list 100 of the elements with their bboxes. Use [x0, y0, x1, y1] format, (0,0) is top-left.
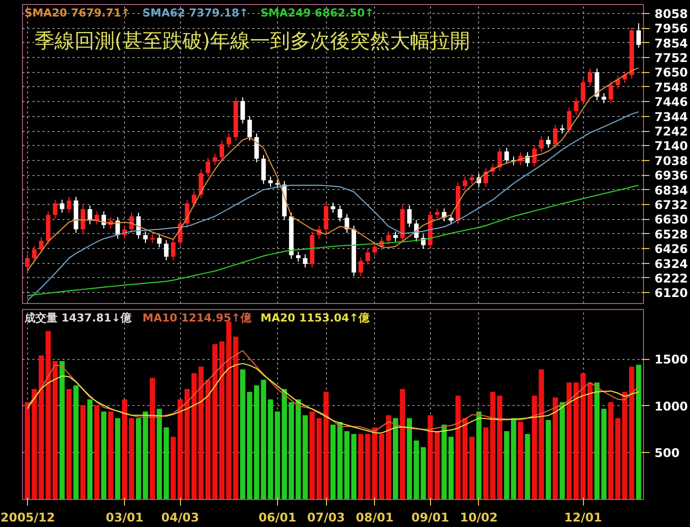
candlestick: [365, 248, 370, 266]
x-tick-label: 12/01: [564, 510, 602, 524]
bar: [254, 385, 260, 500]
candlestick: [52, 199, 58, 219]
bar: [198, 366, 204, 500]
y-tick-label: 7344: [654, 110, 688, 124]
bar: [122, 399, 128, 500]
bar: [136, 418, 142, 500]
text: MA10 1214.95↑億: [142, 312, 252, 324]
candlestick: [88, 205, 92, 225]
bar: [66, 389, 72, 500]
candlestick: [434, 208, 440, 219]
candlestick: [532, 144, 537, 168]
x-tick-label: 06/01: [258, 510, 296, 524]
text: SMA20 7679.71↑: [24, 6, 130, 20]
candlestick: [25, 254, 30, 271]
text: SMA62 7379.18↑: [142, 6, 248, 20]
text: 成交量 1437.81↓億: [24, 312, 133, 324]
text: MA20 1153.04↑億: [260, 312, 370, 324]
text: 季線回測(甚至跌破)年線一到多次後突然大幅拉開: [34, 28, 470, 52]
bar: [128, 418, 134, 500]
candlestick: [462, 176, 468, 190]
y-tick-label: 7242: [654, 124, 688, 139]
bar: [400, 389, 406, 500]
bar: [323, 392, 329, 500]
y-tick-label: 6834: [654, 183, 688, 198]
y-tick-label: 6630: [654, 212, 688, 227]
y-tick-label: 7650: [654, 66, 688, 80]
candlestick: [553, 124, 558, 148]
candlestick: [261, 154, 266, 184]
y-tick-label: 500: [654, 446, 680, 460]
candlestick: [344, 214, 350, 234]
line-series: [26, 111, 640, 302]
candlestick: [157, 234, 162, 248]
candlestick: [372, 242, 377, 256]
y-tick-label: 6222: [654, 271, 688, 286]
candlestick: [580, 78, 586, 106]
bar: [560, 402, 565, 500]
candlestick: [226, 132, 232, 148]
bar: [260, 380, 266, 500]
bar: [191, 373, 197, 500]
bar: [101, 412, 106, 500]
candlestick: [220, 140, 224, 162]
x-tick-label: 09/01: [411, 510, 450, 524]
bar: [59, 360, 65, 500]
bar: [462, 418, 468, 500]
bar: [108, 412, 114, 500]
bar: [115, 418, 120, 500]
candlestick: [602, 92, 606, 104]
y-tick-label: 7548: [654, 80, 688, 94]
candlestick: [192, 190, 196, 208]
bar: [268, 399, 274, 500]
bar: [587, 382, 593, 500]
candlestick: [324, 202, 328, 234]
bar: [580, 373, 586, 500]
candlestick: [608, 81, 614, 104]
bar: [94, 404, 100, 500]
y-tick-label: 7854: [654, 36, 688, 50]
x-tick-label: 04/03: [161, 510, 200, 524]
candlestick: [497, 147, 502, 172]
candlestick: [566, 107, 572, 134]
bar: [80, 404, 86, 500]
bar: [442, 424, 447, 500]
bar: [469, 436, 475, 500]
candlestick: [539, 136, 544, 153]
line-series: [26, 350, 640, 432]
bar: [337, 422, 343, 500]
y-tick-label: 1000: [654, 399, 688, 414]
y-tick-label: 6732: [654, 198, 688, 212]
y-tick-label: 6324: [654, 256, 688, 271]
candlestick: [60, 199, 64, 214]
bar: [538, 369, 544, 500]
candlestick: [407, 205, 412, 228]
bar: [142, 412, 148, 500]
candlestick: [470, 173, 474, 184]
candlestick: [546, 136, 551, 148]
line-series: [26, 362, 640, 434]
bar: [330, 424, 336, 500]
bar: [274, 412, 280, 500]
candlestick: [588, 68, 592, 86]
bar: [636, 364, 642, 500]
bar: [386, 415, 392, 500]
bar: [455, 396, 461, 500]
candlestick: [80, 205, 86, 234]
candlestick: [386, 230, 391, 245]
y-tick-label: 7752: [654, 51, 688, 66]
y-tick-label: 7956: [654, 22, 688, 36]
bar: [212, 344, 218, 500]
bar: [476, 412, 482, 500]
y-tick-label: 7038: [654, 154, 688, 168]
text: SMA249 6862.50↑: [260, 6, 374, 20]
candlestick: [206, 157, 210, 178]
y-tick-label: 6120: [654, 286, 688, 300]
candlestick: [143, 230, 148, 244]
candlestick: [66, 196, 72, 214]
bar: [392, 418, 398, 500]
x-tick-label: 10/02: [460, 510, 498, 524]
bar: [205, 380, 211, 500]
bar: [150, 378, 155, 500]
candlestick: [164, 240, 169, 261]
